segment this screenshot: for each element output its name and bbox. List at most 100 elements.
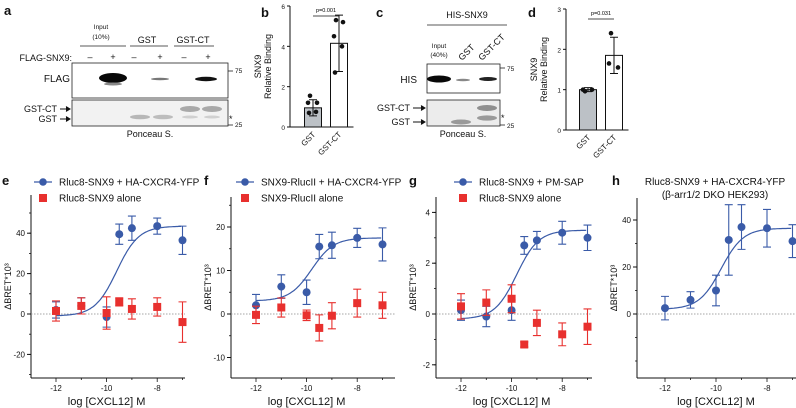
y-tick-label: 0: [221, 310, 226, 319]
band: [130, 114, 150, 120]
data-point: [331, 33, 337, 39]
data-point: [558, 330, 567, 339]
data-point: [457, 302, 465, 311]
y-tick-label: -2: [423, 361, 431, 370]
x-axis-label: log [CXCL12] M: [473, 396, 551, 408]
x-tick-label: -10: [506, 384, 518, 393]
asterisk: *: [501, 113, 505, 123]
mw-25: 25: [507, 123, 515, 130]
group-gstct-label: GST-CT: [177, 35, 211, 45]
x-tick-label: GST-CT: [316, 130, 343, 157]
legend-label: Rluc8-SNX9 alone: [479, 194, 562, 205]
data-point: [115, 230, 124, 239]
data-point: [532, 236, 541, 245]
legend-marker: [459, 194, 467, 202]
input-percent: (10%): [92, 34, 109, 41]
y-axis-label: ΔBRET*10³: [203, 264, 213, 311]
y-tick-label: 2: [426, 259, 431, 268]
dose-response-chart-e: -20 0 20 40 -12 -10 -8 log [CXCL12] M ΔBRET*10³ R…: [3, 178, 200, 408]
y-tick-label: 20: [216, 223, 225, 232]
data-point: [307, 93, 313, 99]
arrow-icon: [413, 105, 426, 125]
band: [104, 82, 122, 86]
data-point: [302, 311, 311, 320]
x-tick-label: -12: [455, 384, 467, 393]
legend-marker: [39, 178, 47, 186]
y-tick-label: 4: [426, 208, 431, 217]
data-point: [353, 233, 362, 242]
data-point: [332, 70, 338, 75]
legend-label: Rluc8-SNX9 + HA-CXCR4-YFP: [59, 178, 200, 189]
data-point: [340, 19, 346, 25]
series-blue: SNX9-RlucII + HA-CXCR4-YFP: [236, 178, 402, 317]
data-point: [52, 306, 60, 315]
x-tick-label: GST: [299, 130, 317, 148]
data-point: [378, 301, 387, 310]
panel-letter-b: b: [261, 5, 269, 20]
data-point: [520, 340, 529, 349]
data-point: [115, 297, 124, 306]
data-point: [252, 301, 260, 310]
data-point: [661, 304, 669, 313]
x-tick-label: -8: [559, 384, 567, 393]
gstct-arrow-label: GST-CT: [24, 104, 58, 114]
data-point: [615, 65, 621, 70]
data-point: [305, 100, 311, 106]
y-tick-label: -20: [13, 350, 25, 359]
legend-marker: [39, 194, 47, 202]
y-axis-label: ΔBRET*10³: [609, 265, 619, 312]
p-value: p=0.031: [591, 11, 611, 17]
his-label: HIS: [400, 75, 417, 86]
x-tick-label: -12: [250, 384, 262, 393]
data-point: [178, 236, 187, 245]
data-point: [686, 295, 695, 304]
y-tick-label: 1: [557, 88, 561, 95]
data-point: [327, 311, 336, 320]
ponceau-blot: [71, 99, 229, 127]
data-point: [737, 223, 746, 232]
chart-subtitle: (β-arr1/2 DKO HEK293): [662, 190, 768, 201]
lane-gst-label: GST: [456, 42, 477, 63]
y-tick-label: 2: [557, 47, 561, 54]
dose-response-chart-h: 0 20 40 -12 -10 -8 log [CXCL12] M ΔBRET*10³ Rluc…: [609, 177, 796, 408]
data-point: [608, 30, 614, 36]
band: [153, 114, 173, 120]
lane-sign: –: [131, 52, 136, 62]
gst-arrow-label: GST: [38, 114, 57, 124]
legend-label: SNX9-RlucII alone: [261, 194, 344, 205]
data-point: [583, 233, 592, 242]
arrow-icon: [60, 106, 71, 122]
y-axis-label: Relative Binding: [263, 34, 273, 99]
data-point: [589, 87, 595, 92]
data-point: [127, 224, 136, 233]
lane-sign: +: [157, 52, 162, 62]
y-axis-label: SNX9: [253, 55, 263, 79]
y-axis-label: ΔBRET*10³: [3, 263, 13, 310]
legend-marker: [241, 194, 249, 202]
panel-letter-f: f: [204, 173, 209, 188]
blot-panel-a: Input (10%) GST GST-CT FLAG-SNX9: – + – …: [19, 24, 242, 139]
error-bar: [309, 99, 317, 117]
error-bar: [610, 36, 618, 75]
data-point: [712, 286, 720, 295]
x-tick-label: -10: [101, 384, 113, 393]
ponceau-label: Ponceau S.: [440, 129, 487, 139]
data-point: [558, 228, 567, 237]
data-point: [314, 100, 320, 106]
input-percent: (40%): [430, 52, 447, 59]
ponceau-label: Ponceau S.: [127, 129, 174, 139]
panel-letter-d: d: [528, 5, 536, 20]
data-point: [313, 109, 319, 115]
data-point: [520, 241, 529, 250]
data-point: [482, 298, 491, 307]
y-tick-label: 6: [281, 4, 285, 11]
data-point: [583, 322, 592, 331]
data-point: [333, 17, 339, 23]
lane-sign: –: [87, 52, 92, 62]
lane-gstct-label: GST-CT: [476, 32, 507, 63]
data-point: [252, 310, 260, 319]
data-point: [353, 299, 362, 308]
